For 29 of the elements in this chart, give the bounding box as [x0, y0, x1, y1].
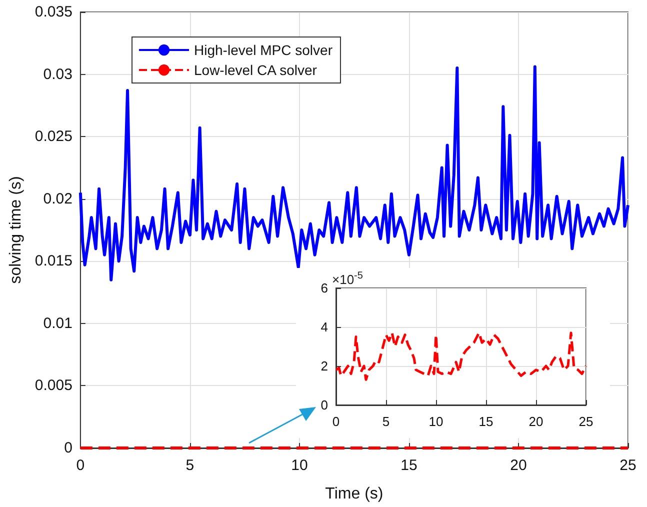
- x-axis-title: Time (s): [325, 486, 384, 502]
- x-tick-label: 20: [510, 457, 527, 474]
- y-axis-title: solving time (s): [8, 176, 24, 284]
- y-tick-label: 4: [320, 320, 328, 334]
- y-tick-label: 0.01: [43, 314, 72, 332]
- x-tick-label: 20: [528, 414, 544, 429]
- y-tick-label: 0.005: [34, 377, 72, 394]
- x-tick-label: 0: [332, 414, 340, 429]
- x-tick-label: 10: [428, 414, 444, 429]
- y-tick-label: 0.015: [34, 252, 72, 270]
- legend-label: Low-level CA solver: [194, 62, 318, 78]
- y-tick-label: 2: [320, 358, 328, 374]
- legend-label: High-level MPC solver: [194, 42, 333, 58]
- y-tick-label: 0: [320, 398, 328, 412]
- x-tick-label: 15: [400, 457, 418, 474]
- y-tick-label: 0.035: [34, 4, 72, 20]
- x-tick-label: 25: [620, 457, 636, 474]
- x-tick-label: 0: [76, 457, 85, 474]
- y-tick-label: 0: [64, 440, 72, 456]
- x-tick-label: 15: [478, 414, 494, 429]
- y-tick-label: 6: [320, 280, 328, 296]
- y-tick-label: 0.03: [43, 66, 72, 83]
- x-tick-label: 5: [186, 457, 194, 474]
- y-tick-label: 0.025: [34, 128, 72, 146]
- x-tick-label: 10: [291, 457, 308, 474]
- x-tick-label: 25: [578, 414, 594, 429]
- y-tick-label: 0.02: [43, 190, 72, 208]
- x-tick-label: 5: [382, 414, 390, 429]
- line-series: [334, 332, 588, 381]
